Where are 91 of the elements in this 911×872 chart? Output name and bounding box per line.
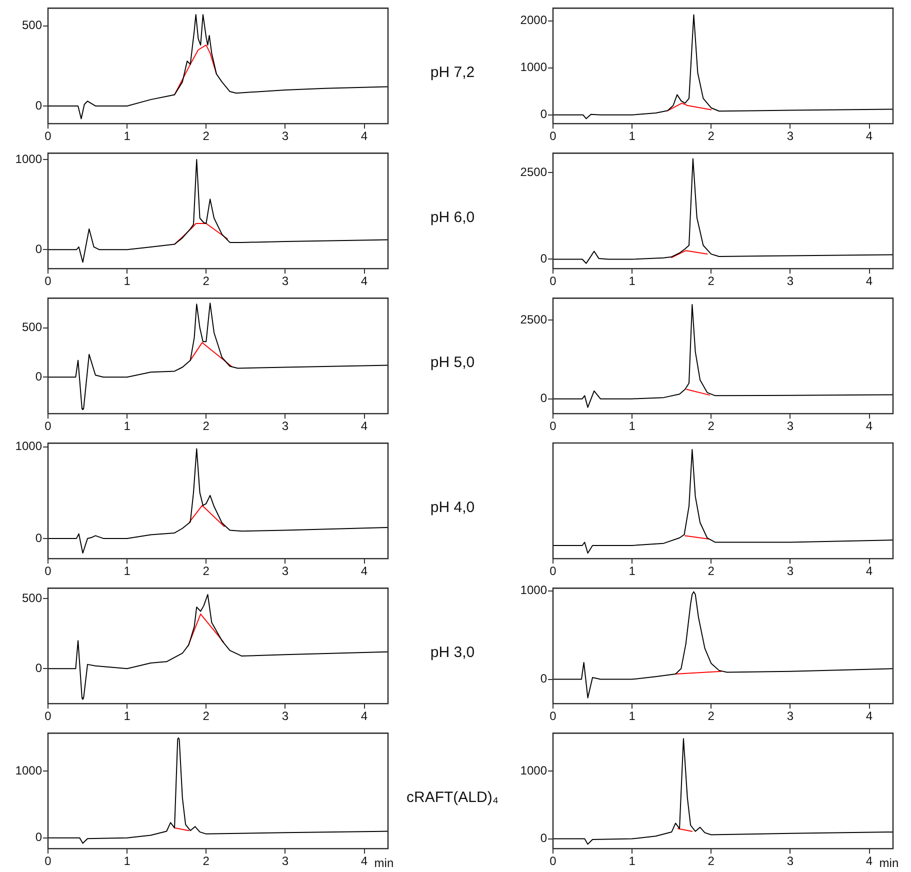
- x-tick-label: 2: [202, 419, 210, 434]
- x-tick-label: 4: [866, 274, 873, 288]
- y-tick-label: 0: [540, 391, 548, 406]
- y-tick-label: 0: [540, 252, 548, 266]
- x-tick-label: 2: [708, 419, 715, 434]
- y-tick-label: 1000: [15, 439, 42, 454]
- x-tick-label: 0: [550, 854, 557, 868]
- y-tick-label: 0: [35, 660, 42, 675]
- x-tick-label: 4: [866, 854, 873, 868]
- y-tick-label: 500: [22, 320, 42, 334]
- x-tick-label: 0: [550, 129, 557, 144]
- x-tick-label: 1: [124, 709, 131, 724]
- x-tick-label: 3: [786, 129, 794, 144]
- x-tick-label: 1: [628, 854, 636, 868]
- text: pH 7,2: [430, 64, 475, 81]
- x-tick-label: 0: [550, 274, 557, 288]
- x-tick-label: 2: [708, 564, 715, 578]
- x-tick-label: 4: [360, 129, 368, 144]
- x-axis-title: min: [374, 856, 394, 870]
- x-tick-label: 0: [550, 564, 557, 578]
- x-tick-label: 3: [282, 709, 289, 724]
- text: pH 4,0: [430, 499, 475, 516]
- y-tick-label: 0: [35, 98, 42, 112]
- y-tick-label: 1000: [15, 764, 42, 778]
- x-tick-label: 4: [866, 419, 873, 434]
- y-tick-label: 0: [540, 672, 548, 686]
- x-tick-label: 4: [360, 854, 368, 868]
- x-tick-label: 1: [628, 129, 636, 144]
- y-tick-label: 0: [35, 530, 42, 545]
- y-tick-label: 0: [35, 369, 42, 384]
- y-tick-label: 1000: [520, 583, 548, 598]
- y-tick-label: 500: [22, 591, 42, 606]
- y-tick-label: 0: [540, 831, 548, 846]
- x-tick-label: 1: [124, 129, 131, 144]
- x-tick-label: 4: [866, 709, 873, 724]
- y-tick-label: 500: [22, 18, 42, 32]
- y-tick-label: 1000: [520, 60, 548, 74]
- x-tick-label: 3: [282, 564, 289, 578]
- x-axis-title: min: [879, 856, 899, 870]
- x-tick-label: 1: [124, 419, 131, 434]
- y-tick-label: 2500: [520, 164, 548, 179]
- x-tick-label: 4: [360, 274, 368, 288]
- x-tick-label: 3: [282, 854, 289, 868]
- y-tick-label: 2000: [520, 13, 548, 28]
- x-tick-label: 2: [202, 709, 210, 724]
- x-tick-label: 2: [708, 854, 715, 868]
- x-tick-label: 2: [202, 564, 210, 578]
- x-tick-label: 2: [708, 274, 715, 288]
- y-tick-label: 2500: [520, 312, 548, 327]
- x-tick-label: 2: [202, 854, 210, 868]
- x-tick-label: 0: [44, 419, 52, 434]
- text: pH 6,0: [430, 209, 475, 226]
- y-tick-label: 1000: [520, 763, 548, 778]
- y-tick-label: 0: [35, 242, 42, 256]
- x-tick-label: 0: [44, 129, 52, 144]
- text: pH 5,0: [430, 354, 475, 371]
- x-tick-label: 1: [124, 274, 131, 288]
- x-tick-label: 3: [786, 274, 794, 288]
- x-tick-label: 0: [44, 709, 52, 724]
- x-tick-label: 0: [550, 709, 557, 724]
- x-tick-label: 1: [124, 854, 131, 868]
- text: cRAFT(ALD)₄: [406, 789, 498, 806]
- x-tick-label: 0: [44, 564, 52, 578]
- x-tick-label: 1: [628, 564, 636, 578]
- x-tick-label: 4: [866, 129, 873, 144]
- x-tick-label: 3: [282, 419, 289, 434]
- x-tick-label: 0: [44, 854, 52, 868]
- y-tick-label: 0: [540, 107, 548, 122]
- x-tick-label: 2: [202, 274, 210, 288]
- y-tick-label: 0: [35, 830, 42, 844]
- x-tick-label: 4: [866, 564, 873, 578]
- x-tick-label: 1: [628, 709, 636, 724]
- y-tick-label: 1000: [15, 152, 42, 166]
- x-tick-label: 2: [202, 129, 210, 144]
- x-tick-label: 2: [708, 129, 715, 144]
- x-tick-label: 0: [44, 274, 52, 288]
- x-tick-label: 3: [786, 709, 794, 724]
- x-tick-label: 4: [360, 419, 368, 434]
- x-tick-label: 1: [628, 274, 636, 288]
- x-tick-label: 3: [786, 419, 794, 434]
- x-tick-label: 4: [360, 709, 368, 724]
- x-tick-label: 3: [282, 129, 289, 144]
- x-tick-label: 1: [628, 419, 636, 434]
- x-tick-label: 0: [550, 419, 557, 434]
- x-tick-label: 3: [786, 854, 794, 868]
- x-tick-label: 2: [708, 709, 715, 724]
- x-tick-label: 4: [360, 564, 368, 578]
- x-tick-label: 1: [124, 564, 131, 578]
- text: pH 3,0: [430, 644, 475, 661]
- x-tick-label: 3: [282, 274, 289, 288]
- x-tick-label: 3: [786, 564, 794, 578]
